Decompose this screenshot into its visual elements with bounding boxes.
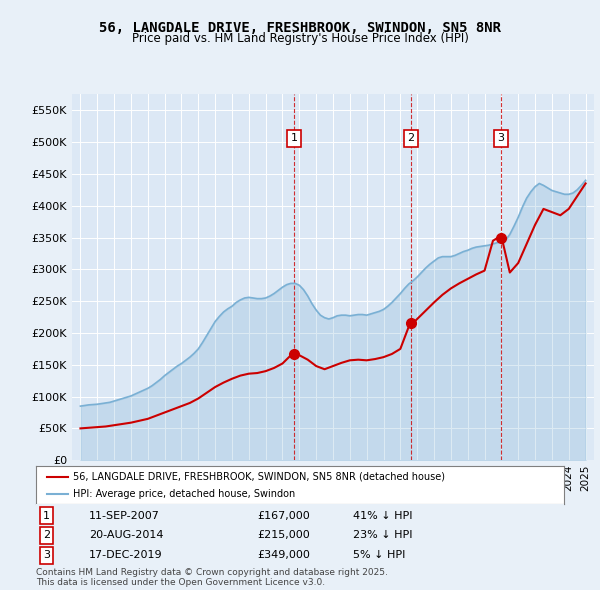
Text: 41% ↓ HPI: 41% ↓ HPI [353,510,412,520]
Text: HPI: Average price, detached house, Swindon: HPI: Average price, detached house, Swin… [73,489,295,499]
Text: £167,000: £167,000 [258,510,311,520]
Text: 5% ↓ HPI: 5% ↓ HPI [353,550,405,560]
Text: 17-DEC-2019: 17-DEC-2019 [89,550,163,560]
Text: 11-SEP-2007: 11-SEP-2007 [89,510,160,520]
Text: £349,000: £349,000 [258,550,311,560]
Text: 3: 3 [497,133,504,143]
Text: 2: 2 [407,133,415,143]
Text: Price paid vs. HM Land Registry's House Price Index (HPI): Price paid vs. HM Land Registry's House … [131,32,469,45]
Text: 3: 3 [43,550,50,560]
Text: £215,000: £215,000 [258,530,311,540]
Text: 56, LANGDALE DRIVE, FRESHBROOK, SWINDON, SN5 8NR: 56, LANGDALE DRIVE, FRESHBROOK, SWINDON,… [99,21,501,35]
Text: 56, LANGDALE DRIVE, FRESHBROOK, SWINDON, SN5 8NR (detached house): 56, LANGDALE DRIVE, FRESHBROOK, SWINDON,… [73,472,445,482]
Text: 1: 1 [43,510,50,520]
Text: Contains HM Land Registry data © Crown copyright and database right 2025.
This d: Contains HM Land Registry data © Crown c… [36,568,388,587]
Text: 1: 1 [291,133,298,143]
Text: 23% ↓ HPI: 23% ↓ HPI [353,530,412,540]
Text: 20-AUG-2014: 20-AUG-2014 [89,530,163,540]
Text: 2: 2 [43,530,50,540]
